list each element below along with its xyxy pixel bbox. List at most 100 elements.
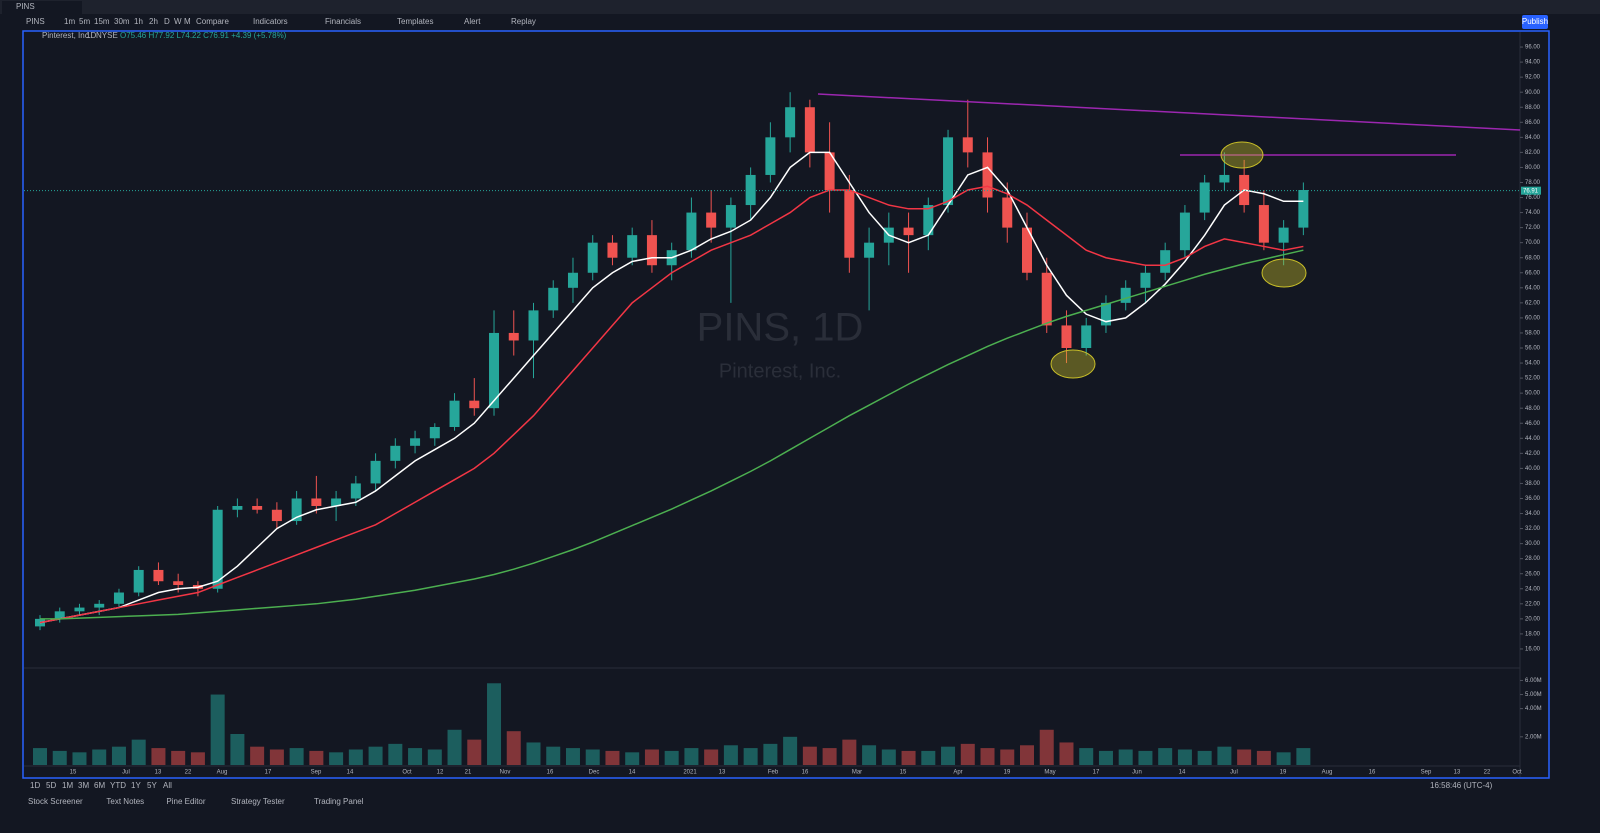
range-button[interactable]: 3M: [78, 781, 89, 790]
publish-label[interactable]: Publish: [1522, 17, 1548, 26]
candle-body: [607, 242, 618, 258]
tool[interactable]: Financials: [325, 17, 361, 26]
interval[interactable]: D: [164, 17, 170, 26]
x-tick-label: May: [1044, 770, 1055, 776]
range-button[interactable]: 5Y: [147, 781, 157, 790]
volume-bar: [565, 748, 580, 765]
interval[interactable]: 5m: [79, 17, 90, 26]
volume-tick-label: 4.00M: [1525, 706, 1542, 712]
range-button[interactable]: 5D: [46, 781, 56, 790]
tool[interactable]: Compare: [196, 17, 229, 26]
candle-body: [113, 592, 124, 604]
interval[interactable]: 1m: [64, 17, 75, 26]
volume-tick-label: 6.00M: [1525, 678, 1542, 684]
x-tick-label: Apr: [953, 770, 962, 776]
volume-bar: [1296, 748, 1311, 765]
x-tick-label: 15: [900, 770, 907, 776]
x-tick-label: 16: [547, 770, 554, 776]
y-tick-label: 74.00: [1525, 210, 1541, 216]
y-tick-label: 70.00: [1525, 240, 1541, 246]
candle-body: [1219, 174, 1230, 183]
x-tick-label: Sep: [311, 770, 322, 776]
x-tick-label: 16: [1369, 770, 1376, 776]
volume-bar: [1020, 745, 1034, 765]
candle-body: [1002, 197, 1013, 228]
x-tick-label: 2021: [683, 770, 697, 776]
x-tick-label: Oct: [1512, 770, 1522, 776]
last-price-tag: [1521, 186, 1541, 195]
y-tick-label: 68.00: [1525, 255, 1541, 261]
x-tick-label: 22: [185, 770, 192, 776]
y-tick-label: 16.00: [1525, 647, 1541, 653]
y-tick-label: 42.00: [1525, 451, 1541, 457]
range-button[interactable]: All: [163, 781, 172, 790]
volume-bar: [901, 750, 916, 765]
volume-bar: [368, 746, 383, 765]
y-tick-label: 56.00: [1525, 346, 1541, 352]
tool[interactable]: Indicators: [253, 17, 288, 26]
y-tick-label: 26.00: [1525, 571, 1541, 577]
interval[interactable]: 1h: [134, 17, 143, 26]
tool[interactable]: Templates: [397, 17, 433, 26]
bottom-tab[interactable]: Stock Screener: [28, 797, 83, 806]
bottom-tab[interactable]: Pine Editor: [166, 797, 205, 806]
candle-body: [1100, 302, 1111, 326]
interval[interactable]: W: [174, 17, 182, 26]
clock: 16:58:46 (UTC-4): [1430, 781, 1493, 790]
candle-body: [982, 152, 993, 198]
bottom-tab[interactable]: Text Notes: [106, 797, 144, 806]
interval[interactable]: 15m: [94, 17, 110, 26]
interval[interactable]: 30m: [114, 17, 130, 26]
volume-tick-label: 5.00M: [1525, 692, 1542, 698]
y-tick-label: 62.00: [1525, 300, 1541, 306]
publish-button[interactable]: [1522, 15, 1548, 29]
volume-bar: [1237, 749, 1252, 765]
volume-bar: [289, 748, 304, 765]
highlight: [1220, 141, 1264, 169]
candle-body: [943, 137, 954, 206]
candle-body: [54, 611, 65, 619]
bottom-tab[interactable]: Trading Panel: [314, 797, 364, 806]
tab-title[interactable]: PINS: [16, 2, 35, 11]
y-tick-label: 64.00: [1525, 285, 1541, 291]
y-tick-label: 28.00: [1525, 556, 1541, 562]
range-button[interactable]: YTD: [110, 781, 126, 790]
x-tick-label: 17: [1093, 770, 1100, 776]
x-tick-label: Mar: [852, 770, 862, 776]
y-tick-label: 94.00: [1525, 60, 1541, 66]
range-button[interactable]: 1Y: [131, 781, 141, 790]
volume-bar: [506, 731, 521, 765]
candle-body: [390, 445, 401, 461]
interval[interactable]: 2h: [149, 17, 158, 26]
range-button[interactable]: 6M: [94, 781, 105, 790]
y-tick-label: 36.00: [1525, 496, 1541, 502]
legend-ohlc: O75.46 H77.92 L74.22 C76.91 +4.39 (+5.78…: [120, 31, 287, 40]
bottom-tab[interactable]: Strategy Tester: [231, 797, 285, 806]
volume-bar: [1197, 750, 1212, 765]
tab[interactable]: [2, 1, 82, 14]
volume-bar: [329, 752, 344, 765]
candle-body: [1022, 227, 1032, 273]
volume-bar: [684, 748, 699, 765]
candle-body: [745, 174, 756, 206]
candle-body: [1140, 272, 1151, 288]
y-tick-label: 22.00: [1525, 601, 1541, 607]
y-tick-label: 90.00: [1525, 90, 1541, 96]
trend-line: [817, 93, 1521, 131]
y-tick-label: 72.00: [1525, 225, 1541, 231]
y-tick-label: 20.00: [1525, 616, 1541, 622]
chart-frame: [22, 30, 1550, 779]
tool[interactable]: Replay: [511, 17, 536, 26]
moving-average: [39, 151, 1304, 624]
tool[interactable]: Alert: [464, 17, 481, 26]
volume-bar: [1098, 750, 1113, 765]
watermark-name: Pinterest, Inc.: [719, 360, 841, 382]
y-tick-label: 76.00: [1525, 195, 1541, 201]
symbol[interactable]: PINS: [26, 17, 45, 26]
range-button[interactable]: 1D: [30, 781, 40, 790]
interval[interactable]: M: [184, 17, 191, 26]
x-tick-label: 14: [1179, 770, 1186, 776]
candle-body: [1278, 227, 1289, 243]
volume-bar: [131, 739, 146, 765]
range-button[interactable]: 1M: [62, 781, 73, 790]
